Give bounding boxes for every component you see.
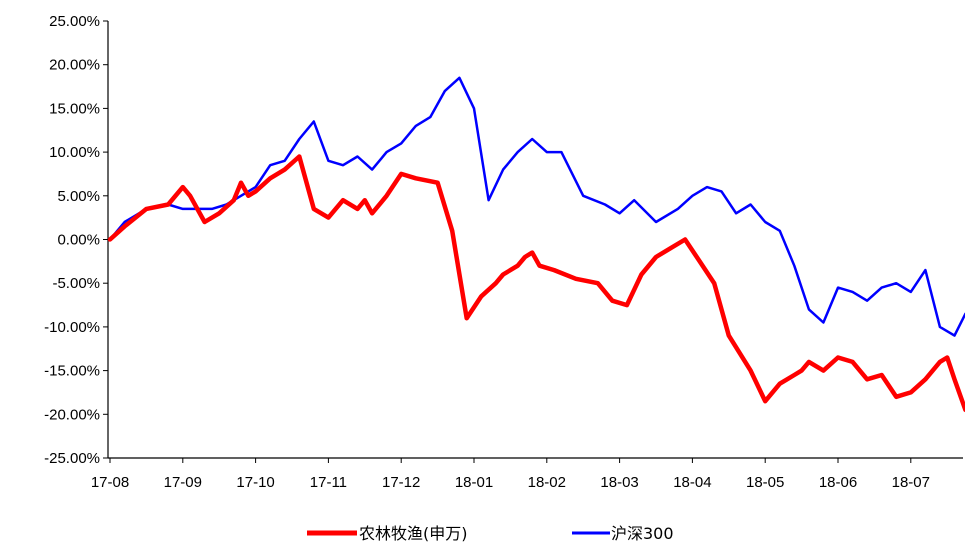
x-tick-label: 18-03 <box>600 474 638 491</box>
y-tick-label: -20.00% <box>44 406 100 423</box>
x-tick-label: 17-09 <box>164 474 202 491</box>
series-line-1 <box>107 154 965 413</box>
x-tick-label: 17-10 <box>236 474 274 491</box>
legend: 农林牧渔(申万) 沪深300 <box>307 524 674 543</box>
x-tick-label: 17-08 <box>91 474 129 491</box>
y-tick-label: 10.00% <box>49 144 100 161</box>
legend-label-series-2: 沪深300 <box>611 524 674 543</box>
x-tick-label: 18-01 <box>455 474 493 491</box>
y-tick-label: 25.00% <box>49 13 100 30</box>
y-tick-label: 15.00% <box>49 100 100 117</box>
y-axis: 25.00% 20.00% 15.00% 10.00% 5.00% 0.00% -5.00%… <box>44 13 109 467</box>
y-tick-label: -10.00% <box>44 319 100 336</box>
y-tick-label: -15.00% <box>44 363 100 380</box>
x-tick-label: 18-05 <box>746 474 784 491</box>
x-tick-label: 17-12 <box>382 474 420 491</box>
x-tick-label: 18-06 <box>819 474 857 491</box>
y-tick-label: 5.00% <box>57 188 100 205</box>
x-axis: 17-08 17-09 17-10 17-11 17-12 18-01 18-02 18-03… <box>91 457 963 491</box>
x-tick-label: 18-04 <box>673 474 711 491</box>
legend-label-series-1: 农林牧渔(申万) <box>359 524 468 543</box>
y-tick-label: 0.00% <box>57 232 100 249</box>
plot-area <box>107 76 965 413</box>
x-tick-label: 17-11 <box>310 474 347 491</box>
series-line-2 <box>108 76 965 337</box>
x-tick-label: 18-07 <box>892 474 930 491</box>
y-tick-label: -5.00% <box>52 275 100 292</box>
y-tick-label: -25.00% <box>44 450 100 467</box>
y-tick-label: 20.00% <box>49 57 100 74</box>
x-tick-label: 18-02 <box>528 474 566 491</box>
